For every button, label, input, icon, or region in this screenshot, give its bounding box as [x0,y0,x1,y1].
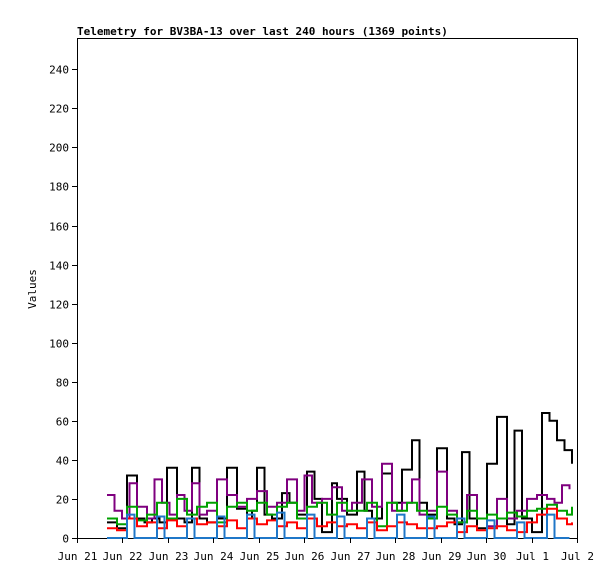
axes-layer: 0 20 40 60 80 100 120 140 160 180 200 220 240 Jun 21 J… [49,64,594,564]
y-tick-label: 60 [56,416,69,429]
y-tick-label: 220 [49,103,69,116]
y-axis-label: Values [26,269,39,309]
y-tick-label: 160 [49,221,69,234]
series-layer [107,412,573,539]
x-tick-label: Jun 29 [422,550,462,563]
series-line-2 [107,497,573,528]
series-line-4 [107,511,570,539]
y-tick-label: 240 [49,64,69,77]
y-tick-label: 40 [56,455,69,468]
y-tick-label: 0 [62,533,69,546]
y-tick-label: 80 [56,377,69,390]
y-tick-label: 120 [49,299,69,312]
x-tick-label: Jul 1 [516,550,549,563]
x-tick-label: Jun 24 [194,550,234,563]
x-tick-label: Jun 25 [240,550,280,563]
x-tick-label: Jun 21 [58,550,98,563]
y-tick-label: 140 [49,260,69,273]
chart-title: Telemetry for BV3BA-13 over last 240 hou… [77,25,448,38]
y-tick-label: 200 [49,142,69,155]
x-tick-label: Jun 27 [331,550,371,563]
y-tick-label: 180 [49,181,69,194]
x-tick-label: Jun 28 [376,550,416,563]
x-tick-label: Jun 23 [149,550,189,563]
y-tick-label: 100 [49,338,69,351]
x-tick-label: Jun 30 [467,550,507,563]
x-tick-label: Jul 2 [561,550,594,563]
x-tick-label: Jun 26 [285,550,325,563]
x-tick-label: Jun 22 [103,550,143,563]
y-tick-label: 20 [56,494,69,507]
plot-area-frame [77,38,578,539]
